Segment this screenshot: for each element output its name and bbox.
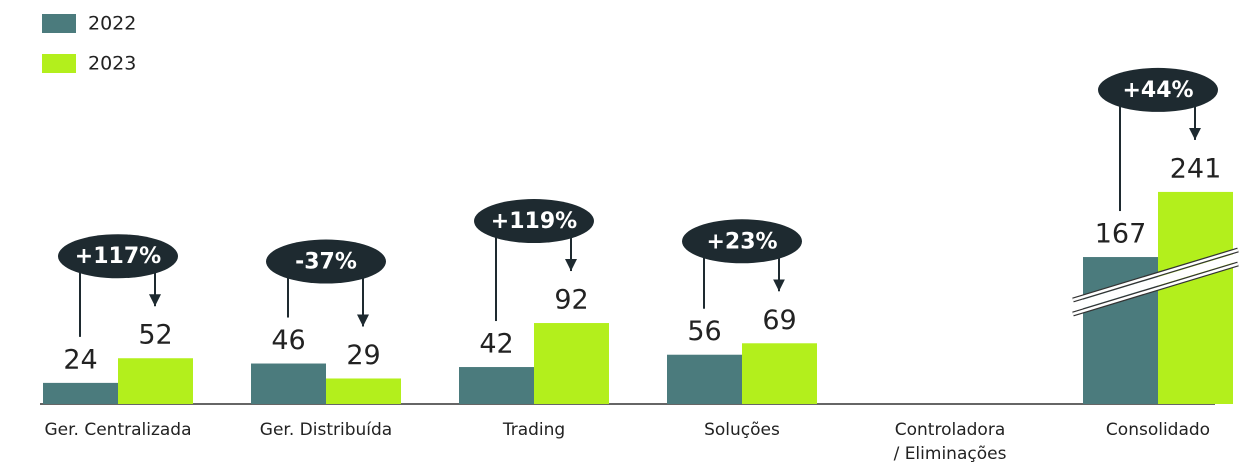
annotation-bubble	[474, 199, 594, 244]
break-mark	[1072, 262, 1239, 316]
value-label: 24	[63, 344, 97, 375]
annotation-bubble	[58, 234, 178, 279]
bar	[118, 358, 193, 404]
annotation-label: +44%	[1122, 78, 1193, 103]
annotation-label: +117%	[75, 244, 161, 269]
value-label: 46	[271, 325, 305, 356]
value-label: 42	[479, 329, 513, 360]
bar	[326, 378, 401, 404]
bar	[742, 343, 817, 404]
value-label: 167	[1095, 219, 1147, 250]
x-tick-line: Controladora	[895, 420, 1005, 440]
bar	[251, 363, 326, 404]
legend-label: 2023	[88, 53, 136, 75]
break-gap	[1071, 253, 1240, 311]
value-label: 241	[1170, 153, 1222, 184]
bar	[534, 323, 609, 404]
annotation-label: +23%	[706, 229, 777, 254]
x-tick-label: Trading	[502, 420, 565, 440]
value-label: 56	[687, 316, 721, 347]
legend-swatch	[42, 14, 76, 33]
bar	[43, 382, 118, 404]
annotation-label: +119%	[491, 209, 577, 234]
legend-label: 2022	[88, 13, 136, 35]
bar	[667, 354, 742, 404]
annotation-bubble	[266, 239, 386, 284]
x-tick-label: Ger. Distribuída	[260, 420, 392, 440]
annotation-bubble	[1098, 67, 1218, 112]
annotation-bubble	[682, 219, 802, 264]
value-label: 52	[138, 320, 172, 351]
x-tick-label: Soluções	[704, 420, 780, 440]
x-tick-label: Controladora / Eliminações	[894, 420, 1007, 464]
value-label: 29	[346, 340, 380, 371]
x-tick-label: Consolidado	[1106, 420, 1210, 440]
legend-swatch	[42, 54, 76, 73]
bar	[459, 367, 534, 404]
bar	[1158, 191, 1233, 404]
x-tick-label: Ger. Centralizada	[44, 420, 191, 440]
x-tick-line: / Eliminações	[894, 444, 1007, 464]
break-mark	[1072, 248, 1239, 302]
annotation-label: -37%	[295, 250, 357, 275]
value-label: 92	[554, 285, 588, 316]
value-label: 69	[762, 305, 796, 336]
